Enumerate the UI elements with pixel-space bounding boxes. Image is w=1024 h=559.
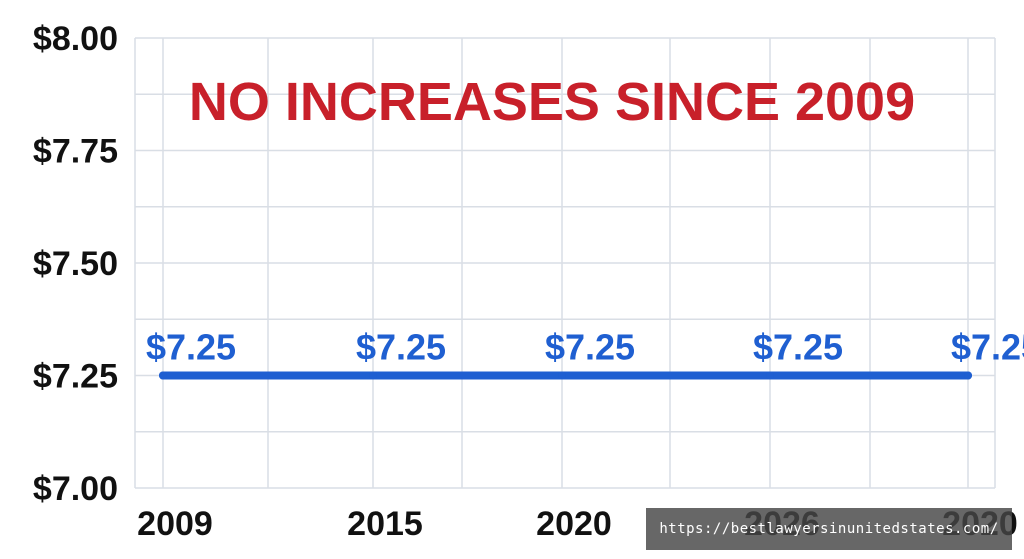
data-label: $7.25	[146, 327, 236, 368]
y-tick-label: $7.50	[33, 245, 118, 283]
y-tick-label: $7.75	[33, 133, 118, 171]
data-point	[766, 371, 774, 380]
y-tick-label: $7.00	[33, 470, 118, 508]
y-axis-ticks: $8.00 $7.75 $7.50 $7.25 $7.00	[33, 20, 118, 508]
data-point	[369, 371, 377, 380]
data-label: $7.25	[753, 327, 843, 368]
data-point	[558, 371, 566, 380]
x-tick-label: 2009	[137, 505, 213, 543]
grid	[134, 37, 996, 489]
series-group	[159, 371, 972, 380]
data-point	[964, 371, 972, 380]
x-tick-label: 2015	[347, 505, 423, 543]
x-tick-label: 2020	[536, 505, 612, 543]
data-labels: $7.25 $7.25 $7.25 $7.25 $7.25	[146, 327, 1024, 368]
chart-title: NO INCREASES SINCE 2009	[189, 72, 915, 132]
data-label: $7.25	[951, 327, 1024, 368]
data-label: $7.25	[545, 327, 635, 368]
data-point	[159, 371, 167, 380]
data-label: $7.25	[356, 327, 446, 368]
watermark: https://bestlawyersinunitedstates.com/	[646, 508, 1012, 550]
y-tick-label: $8.00	[33, 20, 118, 58]
y-tick-label: $7.25	[33, 358, 118, 396]
